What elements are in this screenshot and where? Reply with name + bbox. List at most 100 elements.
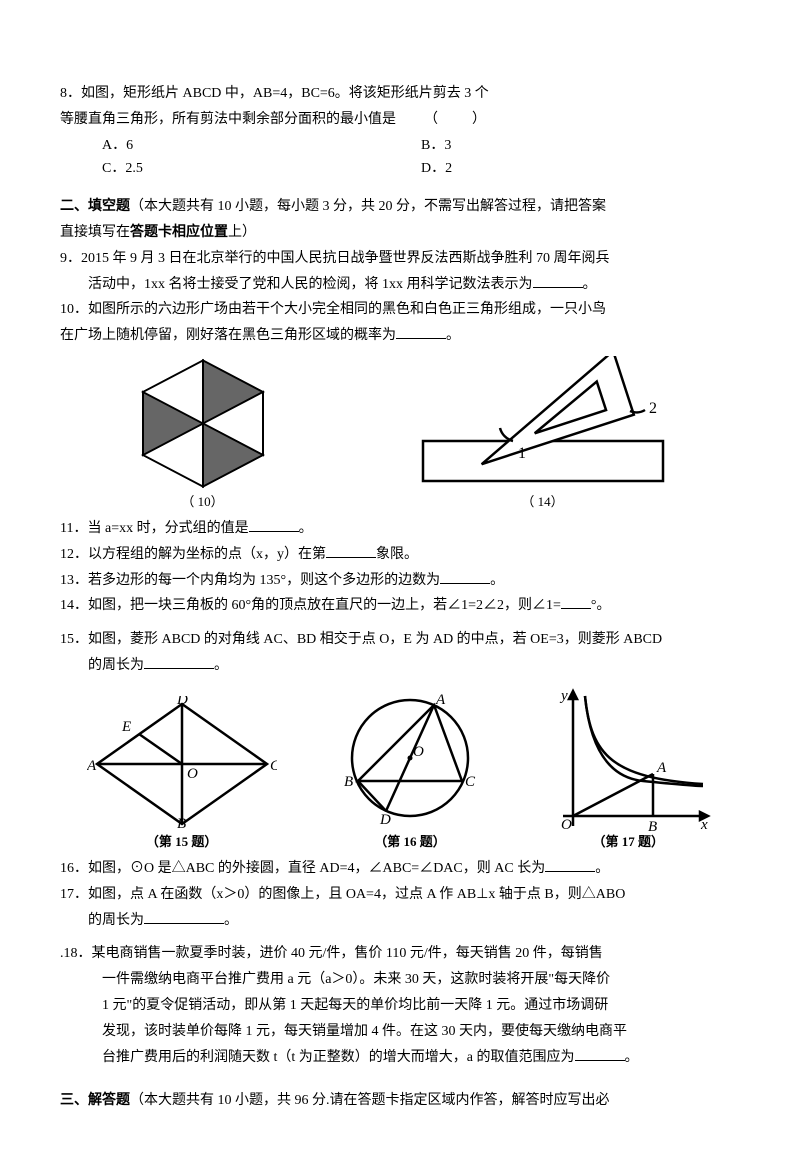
q8-options-row1: A．6 B．3 (60, 134, 740, 158)
q18-l1: .18．某电商销售一款夏季时装，进价 40 元/件，售价 110 元/件，每天销… (60, 942, 740, 966)
q15-line2: 的周长为 。 (60, 654, 740, 678)
q8-line1: 8．如图，矩形纸片 ABCD 中，AB=4，BC=6。将该矩形纸片剪去 3 个 (60, 82, 740, 106)
svg-text:O: O (187, 766, 198, 782)
q10-end: 。 (446, 328, 460, 343)
q8-optD: D．2 (421, 157, 740, 181)
svg-text:B: B (648, 819, 657, 831)
q18-l4: 发现，该时装单价每降 1 元，每天销量增加 4 件。在这 30 天内，要使每天缴… (60, 1020, 740, 1044)
circle-figure: A B O C D (330, 686, 490, 831)
q18-l2: 一件需缴纳电商平台推广费用 a 元（a＞0）。未来 30 天，这款时装将开展"每… (60, 968, 740, 992)
q12-end: 象限。 (376, 547, 418, 562)
q15-text2: 的周长为 (88, 658, 144, 673)
q18-l3: 1 元"的夏令促销活动，即从第 1 天起每天的单价均比前一天降 1 元。通过市场… (60, 994, 740, 1018)
section2-header-line2: 直接填写在答题卡相应位置上） (60, 221, 740, 245)
q18-l5-wrap: 台推广费用后的利润随天数 t（t 为正整数）的增大而增大，a 的取值范围应为 。 (60, 1046, 740, 1070)
angle1-label: 1 (518, 445, 526, 462)
q8-paren: （ ） (424, 112, 488, 127)
function-graph-figure: O x y A B (543, 686, 713, 831)
fig10-caption: （ 10） (128, 491, 278, 513)
fig17-caption: （第 17 题） (543, 831, 713, 853)
q12: 12．以方程组的解为坐标的点（x，y）在第 象限。 (60, 543, 740, 567)
svg-text:D: D (176, 696, 188, 708)
q12-text: 12．以方程组的解为坐标的点（x，y）在第 (60, 547, 326, 562)
section3-title: 三、解答题 (60, 1093, 130, 1108)
svg-text:E: E (121, 719, 131, 735)
section2-note2: 直接填写在 (60, 225, 130, 240)
fig14-wrap: 1 2 （ 14） (413, 356, 673, 513)
fig16-caption: （第 16 题） (330, 831, 490, 853)
q9-text2: 活动中，1xx 名将士接受了党和人民的检阅，将 1xx 用科学记数法表示为 (88, 277, 533, 292)
q13-blank (440, 569, 490, 584)
q8-optA: A．6 (102, 134, 421, 158)
section2-header: 二、填空题（本大题共有 10 小题，每小题 3 分，共 20 分，不需写出解答过… (60, 195, 740, 219)
svg-text:C: C (270, 758, 277, 774)
svg-text:A: A (435, 692, 446, 708)
q9-blank (533, 273, 583, 288)
q15-line1: 15．如图，菱形 ABCD 的对角线 AC、BD 相交于点 O，E 为 AD 的… (60, 628, 740, 652)
q10-text2: 在广场上随机停留，刚好落在黑色三角形区域的概率为 (60, 328, 396, 343)
q13-end: 。 (490, 573, 504, 588)
hexagon-figure (128, 356, 278, 491)
section3-note: （本大题共有 10 小题，共 96 分.请在答题卡指定区域内作答，解答时应写出必 (130, 1093, 610, 1108)
svg-text:y: y (559, 688, 568, 704)
q13-text: 13．若多边形的每一个内角均为 135°，则这个多边形的边数为 (60, 573, 440, 588)
svg-text:x: x (700, 817, 708, 831)
svg-text:B: B (177, 816, 186, 831)
q11-end: 。 (299, 521, 313, 536)
svg-text:A: A (87, 758, 97, 774)
svg-text:D: D (379, 812, 391, 828)
q9-end: 。 (583, 277, 597, 292)
section2-note: （本大题共有 10 小题，每小题 3 分，共 20 分，不需写出解答过程，请把答… (130, 199, 606, 214)
q17-blank (144, 909, 224, 924)
svg-text:C: C (465, 774, 476, 790)
q17-end: 。 (224, 913, 238, 928)
fig16-wrap: A B O C D （第 16 题） (330, 686, 490, 853)
q15-end: 。 (214, 658, 228, 673)
q16-end: 。 (595, 861, 609, 876)
figure-row-1: （ 10） 1 2 （ 14） (60, 356, 740, 513)
q14-end: °。 (591, 598, 611, 613)
q9-line1: 9．2015 年 9 月 3 日在北京举行的中国人民抗日战争暨世界反法西斯战争胜… (60, 247, 740, 271)
q13: 13．若多边形的每一个内角均为 135°，则这个多边形的边数为 。 (60, 569, 740, 593)
q15-blank (144, 654, 214, 669)
q17-text2: 的周长为 (88, 913, 144, 928)
q10-line1: 10．如图所示的六边形广场由若干个大小完全相同的黑色和白色正三角形组成，一只小鸟 (60, 298, 740, 322)
q16: 16．如图，⊙O 是△ABC 的外接圆，直径 AD=4，∠ABC=∠DAC，则 … (60, 857, 740, 881)
q17-line2: 的周长为 。 (60, 909, 740, 933)
q8-optC: C．2.5 (102, 157, 421, 181)
svg-text:O: O (561, 817, 572, 831)
section2-note-bold: 答题卡相应位置 (130, 225, 228, 240)
q18-l5: 台推广费用后的利润随天数 t（t 为正整数）的增大而增大，a 的取值范围应为 (102, 1050, 575, 1065)
q18-end: 。 (625, 1050, 639, 1065)
rhombus-figure: D E A O C B (87, 696, 277, 831)
q8-optB: B．3 (421, 134, 740, 158)
fig10-wrap: （ 10） (128, 356, 278, 513)
q11: 11．当 a=xx 时，分式组的值是 。 (60, 517, 740, 541)
section2-title: 二、填空题 (60, 199, 130, 214)
q14-blank (561, 594, 591, 609)
angle2-label: 2 (649, 400, 657, 417)
q8-options-row2: C．2.5 D．2 (60, 157, 740, 181)
q11-text: 11．当 a=xx 时，分式组的值是 (60, 521, 249, 536)
q12-blank (326, 543, 376, 558)
section3-header: 三、解答题（本大题共有 10 小题，共 96 分.请在答题卡指定区域内作答，解答… (60, 1089, 740, 1113)
q18-blank (575, 1046, 625, 1061)
fig15-caption: （第 15 题） (87, 831, 277, 853)
q9-line2: 活动中，1xx 名将士接受了党和人民的检阅，将 1xx 用科学记数法表示为 。 (60, 273, 740, 297)
figure-row-2: D E A O C B （第 15 题） A B O C (60, 686, 740, 853)
svg-text:A: A (656, 760, 667, 776)
q8-text2: 等腰直角三角形，所有剪法中剩余部分面积的最小值是 (60, 112, 396, 127)
svg-text:O: O (413, 744, 424, 760)
q16-blank (545, 857, 595, 872)
q17-line1: 17．如图，点 A 在函数（x＞0）的图像上，且 OA=4，过点 A 作 AB⊥… (60, 883, 740, 907)
q14-text: 14．如图，把一块三角板的 60°角的顶点放在直尺的一边上，若∠1=2∠2，则∠… (60, 598, 561, 613)
q8-line2: 等腰直角三角形，所有剪法中剩余部分面积的最小值是 （ ） (60, 108, 740, 132)
fig14-caption: （ 14） (413, 491, 673, 513)
section2-note3: 上） (228, 225, 256, 240)
q14: 14．如图，把一块三角板的 60°角的顶点放在直尺的一边上，若∠1=2∠2，则∠… (60, 594, 740, 618)
q16-text: 16．如图，⊙O 是△ABC 的外接圆，直径 AD=4，∠ABC=∠DAC，则 … (60, 861, 545, 876)
q10-line2: 在广场上随机停留，刚好落在黑色三角形区域的概率为 。 (60, 324, 740, 348)
fig15-wrap: D E A O C B （第 15 题） (87, 696, 277, 853)
q11-blank (249, 517, 299, 532)
svg-text:B: B (344, 774, 353, 790)
